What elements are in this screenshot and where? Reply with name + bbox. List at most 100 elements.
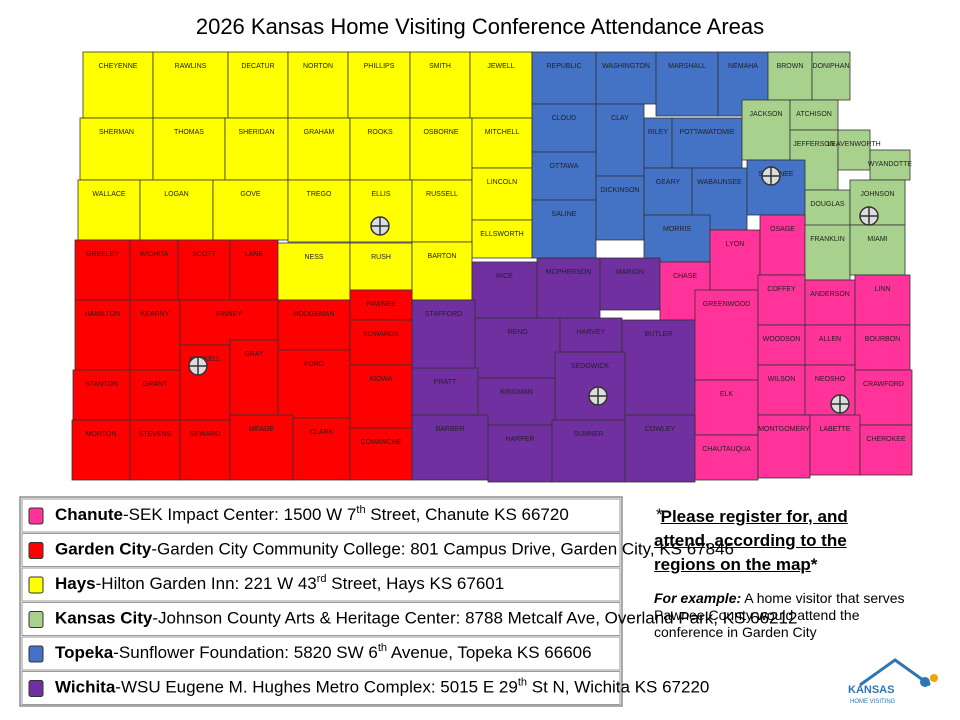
title: 2026 Kansas Home Visiting Conference Att… [196,14,764,39]
county [854,369,913,426]
county [79,117,154,181]
county [349,242,413,291]
legend-sup: th [356,504,365,516]
county [531,103,597,153]
county [349,427,413,481]
county [411,241,473,301]
legend-text: Chanute-SEK Impact Center: 1500 W 7th St… [55,504,569,525]
legend: Chanute-SEK Impact Center: 1500 W 7th St… [21,498,797,705]
legend-venue: -Johnson County Arts & Heritage Center: … [152,609,797,628]
county [229,239,279,301]
county-name: ANDERSON [810,291,850,298]
county [471,167,533,221]
county [767,51,813,101]
county-name: SMITH [429,63,451,70]
logo-figure [920,677,930,687]
county [757,414,811,479]
county-name: RAWLINS [175,63,207,70]
legend-swatch [28,507,44,525]
county [531,199,597,259]
county [152,117,226,181]
legend-text: Garden City-Garden City Community Colleg… [55,540,734,559]
county-name: LINN [875,286,891,293]
legend-text: Topeka-Sunflower Foundation: 5820 SW 6th… [55,642,592,663]
county-name: ELLSWORTH [480,231,523,238]
legend-rest: Street, Chanute KS 66720 [366,505,569,524]
county-name: SHERIDAN [238,129,274,136]
county-name: MARSHALL [668,63,706,70]
county [277,299,351,351]
county-name: MONTGOMERY [758,426,810,433]
county [277,242,351,301]
county-name: CHEROKEE [866,436,906,443]
county-name: LINCOLN [487,179,517,186]
county-name: POTTAWATOMIE [679,129,734,136]
county-name: OTTAWA [550,163,579,170]
county [655,51,719,117]
county [599,257,661,311]
county [74,299,131,371]
legend-city: Chanute [55,505,123,524]
legend-row [21,567,621,602]
legend-city: Garden City [55,540,152,559]
county [741,99,791,161]
county [531,51,597,105]
county-name: KINGMAN [500,389,533,396]
example-box: For example: A home visitor that serves … [654,590,924,641]
county [759,214,806,276]
county [292,417,351,481]
county-name: NORTON [303,63,333,70]
county-name: RENO [507,329,528,336]
county-name: MORRIS [663,226,691,233]
county [854,324,911,371]
legend-sup: rd [317,573,327,585]
county-name: WILSON [768,376,796,383]
county-name: DONIPHAN [813,63,850,70]
county-name: FRANKLIN [810,236,845,243]
legend-venue: -Garden City Community College: 801 Camp… [151,540,734,559]
county-name: OSAGE [770,226,795,233]
county-name: PAWNEE [366,301,396,308]
county-name: KIOWA [369,376,392,383]
county-name: WABAUNSEE [697,179,742,186]
county-name: CHEYENNE [99,63,138,70]
county-name: HODGEMAN [293,311,334,318]
example-label: For example: [654,590,742,606]
logo-figure [930,674,938,682]
example: For example: A home visitor that serves … [654,590,924,641]
county [179,299,279,346]
county [129,239,179,301]
county-name: PRATT [434,379,457,386]
county-name: MIAMI [867,236,887,243]
county-name: HARPER [505,436,534,443]
county [139,179,214,241]
county [757,324,806,366]
county [694,379,759,436]
county [129,299,181,371]
county [212,179,289,241]
county-name: SCOTT [192,251,216,258]
county [854,274,911,326]
note-box: *Please register for, and attend, accord… [654,507,848,574]
county [471,219,533,259]
county-name: LEAVENWORTH [827,141,880,148]
county [349,364,413,429]
county-name: LOGAN [164,191,189,198]
legend-city: Kansas City [55,609,153,628]
county [409,117,473,181]
county [129,419,181,481]
example-text: A home visitor that serves Pawnee County… [654,590,905,640]
county-name: FORD [304,361,324,368]
county [224,117,289,181]
legend-rest: St N, Wichita KS 67220 [527,678,709,697]
note-star: * [656,505,663,524]
county-name: HARVEY [577,329,606,336]
county-name: SALINE [552,211,577,218]
legend-city: Wichita [55,678,116,697]
county-name: COFFEY [767,286,796,293]
county-name: STAFFORD [425,311,462,318]
county-name: SUMNER [573,431,603,438]
county [757,364,806,416]
county [811,51,851,101]
legend-venue: -Hilton Garden Inn: 221 W 43 [96,574,317,593]
